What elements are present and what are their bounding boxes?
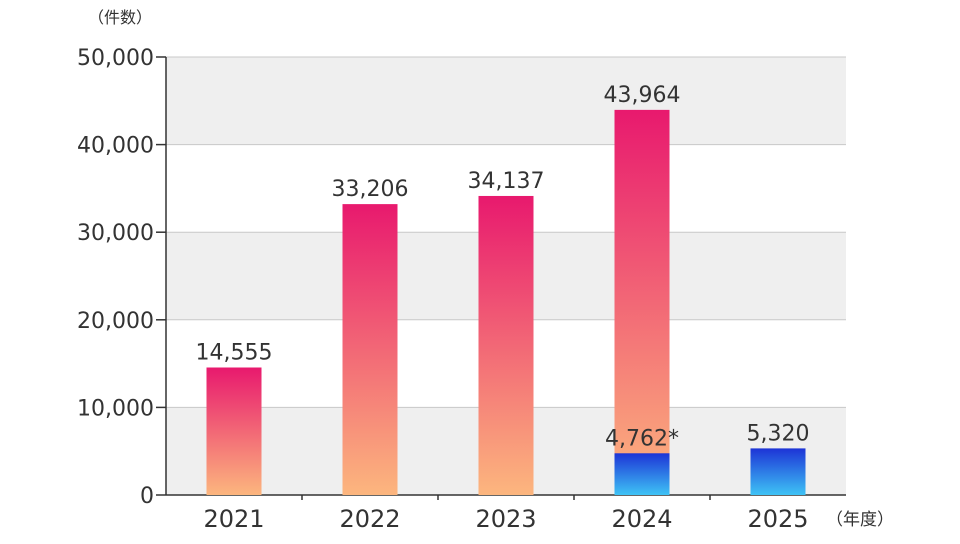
data-label: 14,555 (196, 340, 273, 365)
y-tick-label: 10,000 (77, 396, 154, 421)
y-tick-label: 0 (140, 484, 154, 509)
x-tick-label: 2024 (611, 505, 672, 533)
bar (206, 367, 262, 495)
x-tick-label: 2022 (339, 505, 400, 533)
x-tick-label: 2023 (475, 505, 536, 533)
x-tick-label: 2025 (747, 505, 808, 533)
data-label: 43,964 (604, 83, 681, 108)
grid-band (166, 57, 846, 145)
bar (614, 109, 670, 495)
y-tick-label: 40,000 (77, 134, 154, 159)
x-tick-label: 2021 (203, 505, 264, 533)
data-label: 34,137 (468, 169, 545, 194)
bar (614, 453, 670, 495)
y-tick-label: 30,000 (77, 221, 154, 246)
bar (478, 195, 534, 495)
data-label: 33,206 (332, 177, 409, 202)
y-tick-label: 50,000 (77, 46, 154, 71)
y-ticks: 0 10,000 20,000 30,000 40,000 50,000 (77, 46, 166, 509)
data-label: 4,762* (605, 426, 679, 451)
y-tick-label: 20,000 (77, 309, 154, 334)
bar (342, 204, 398, 496)
x-ticks: 2021 2022 2023 2024 2025 (203, 495, 809, 533)
bar (750, 448, 806, 495)
data-label: 5,320 (747, 421, 810, 446)
y-unit-label: （件数） (88, 8, 152, 27)
x-unit-label: （年度） (826, 510, 894, 530)
bars: 14,555 33,206 34,137 43,964 4,762* 5,320 (196, 83, 810, 496)
